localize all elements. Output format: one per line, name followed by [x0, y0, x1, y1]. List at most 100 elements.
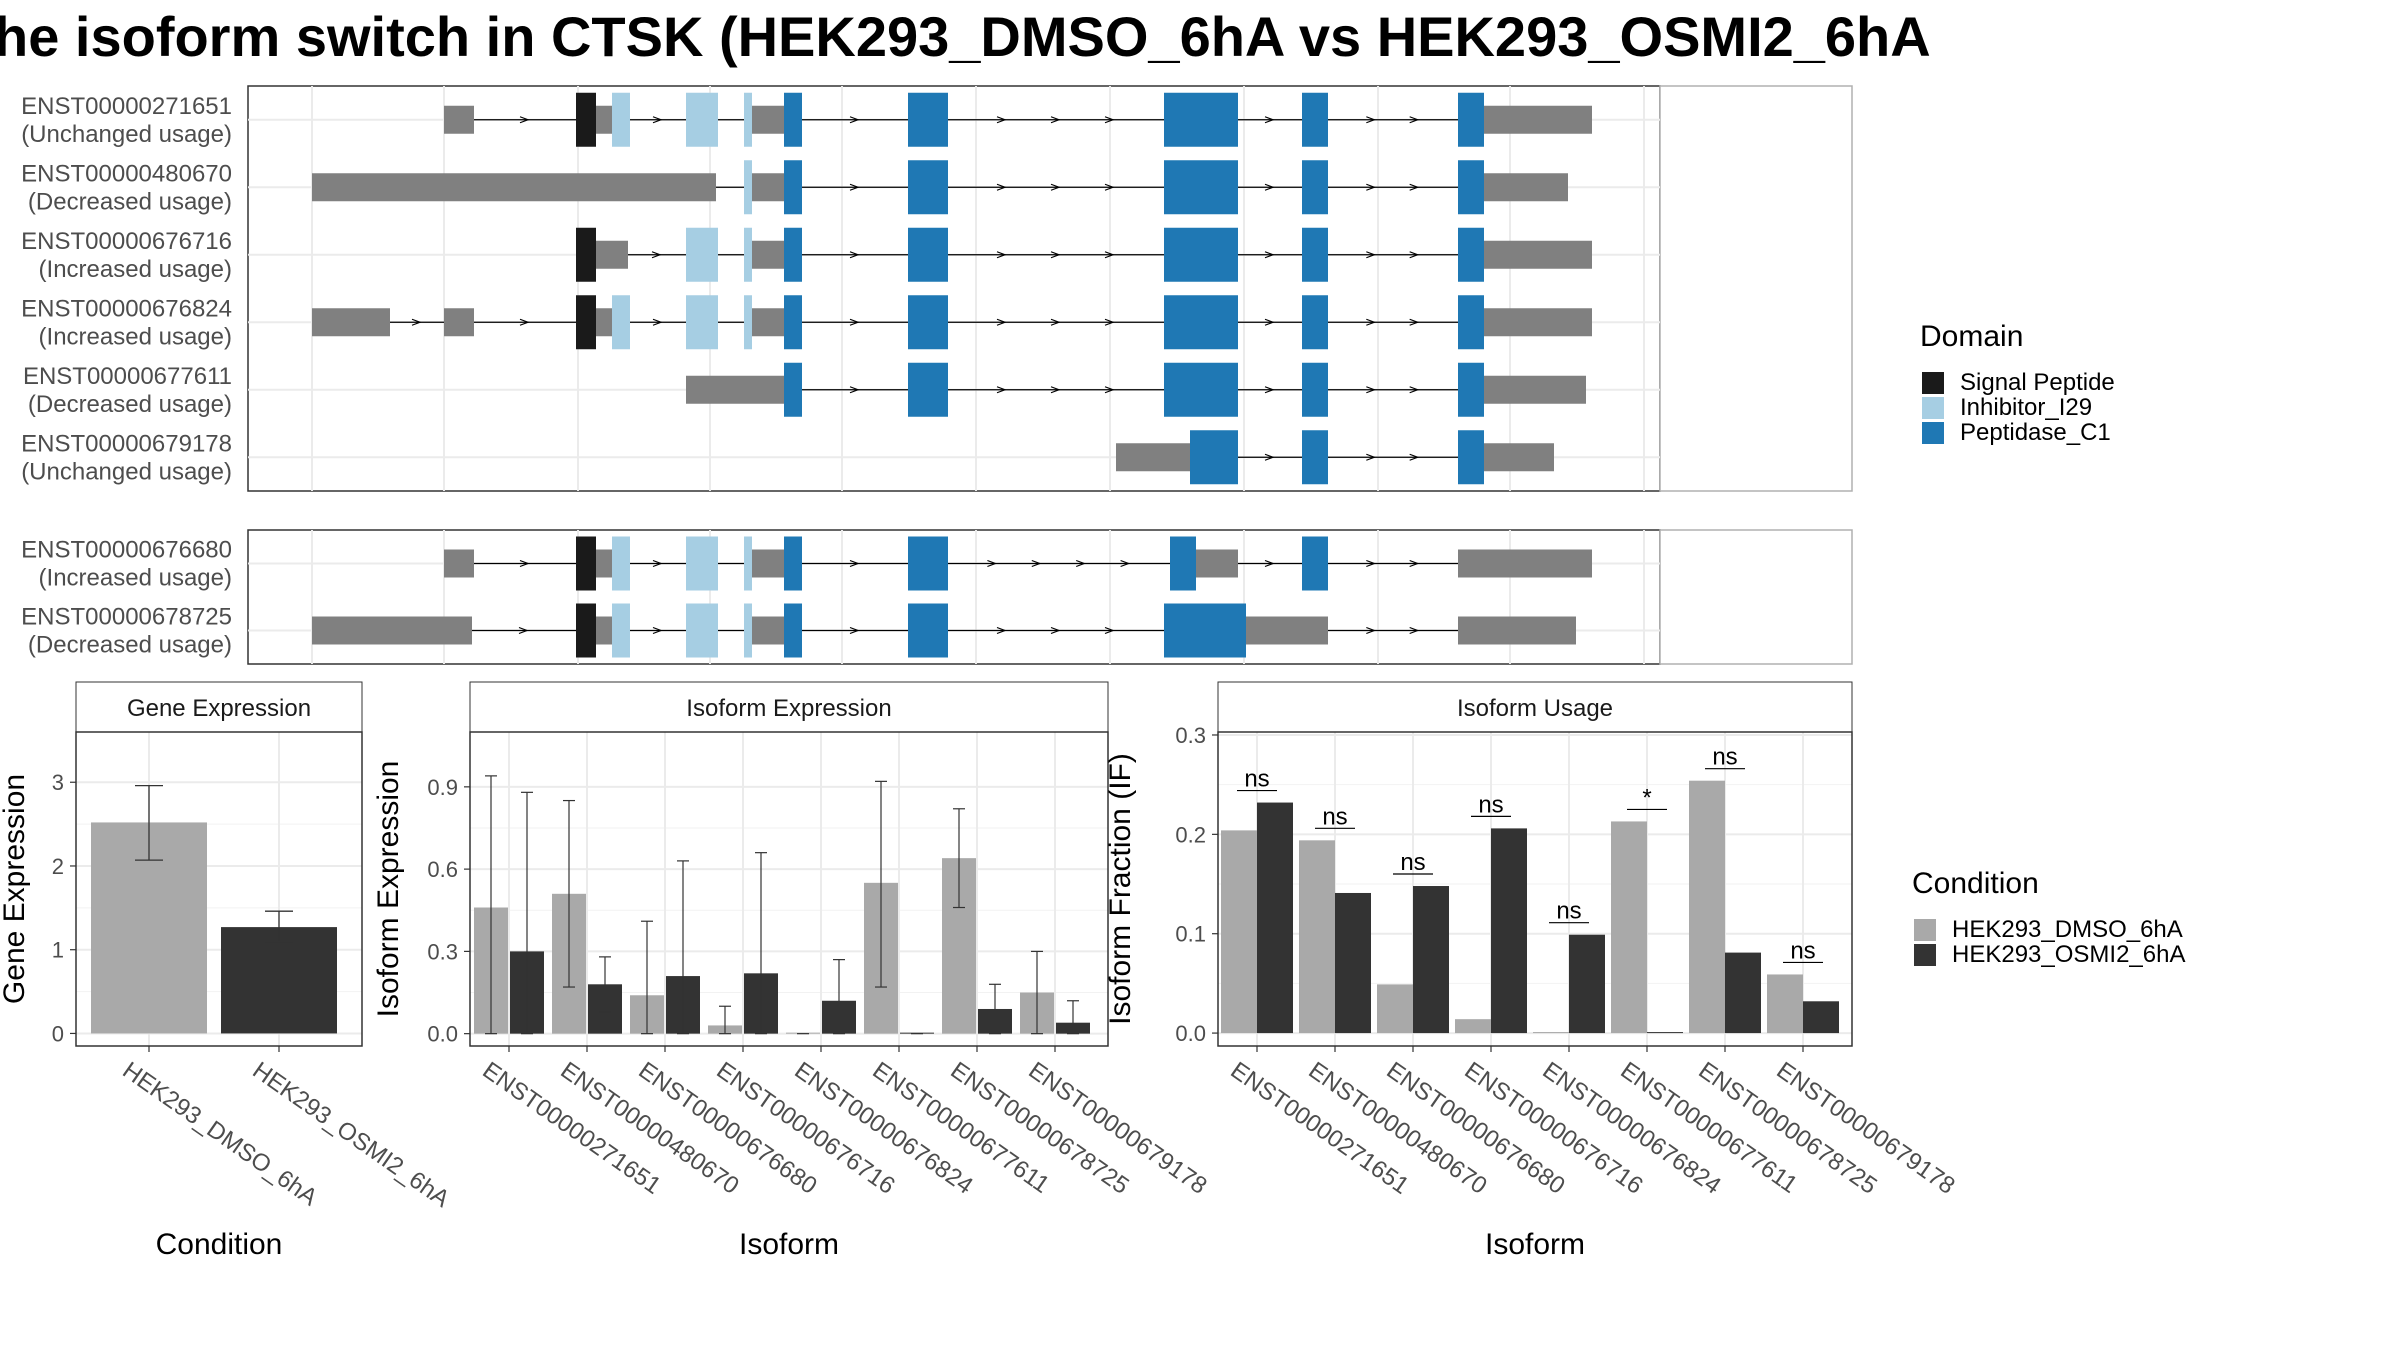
exon-utr [1484, 308, 1488, 337]
exon-utr [752, 173, 784, 202]
direction-arrow [996, 183, 1007, 191]
transcript-row: ENST00000677611(Decreased usage) [23, 362, 1660, 418]
domain-legend-swatch [1922, 422, 1944, 444]
transcript-id-label: ENST00000676680 [21, 537, 232, 564]
exon-utr [1484, 443, 1488, 472]
bar-series-0 [1611, 821, 1647, 1034]
direction-arrow [1366, 116, 1377, 124]
exon-utr [1488, 173, 1568, 202]
transcript-usage-label: (Decreased usage) [28, 632, 232, 659]
bar-series-1 [1257, 802, 1293, 1034]
transcript-usage-label: (Unchanged usage) [21, 121, 232, 148]
bar-series-0 [1689, 780, 1725, 1034]
exon-domain-pep [1302, 160, 1328, 215]
plot-frame [1217, 731, 1853, 1047]
y-axis-title: Isoform Expression [372, 761, 405, 1018]
transcript-usage-label: (Increased usage) [39, 323, 232, 350]
exon-domain-pep [784, 295, 802, 350]
domain-legend-swatch [1922, 397, 1944, 419]
exon-domain-pep [784, 227, 802, 282]
exon-domain-inh [686, 295, 718, 350]
exon-utr [1484, 105, 1488, 134]
exon-domain-pep [1164, 295, 1238, 350]
exon-domain-inh [612, 536, 630, 591]
direction-arrow [652, 318, 663, 326]
bar-series-1 [1803, 1001, 1839, 1034]
exon-utr [1116, 443, 1190, 472]
bar-series-0 [1455, 1019, 1491, 1034]
direction-arrow [1050, 116, 1061, 124]
coding-structure-panel: ENST00000271651(Unchanged usage)ENST0000… [21, 85, 1853, 492]
direction-arrow [1409, 251, 1420, 259]
legends: Domain Signal PeptideInhibitor_I29Peptida… [1912, 320, 2185, 968]
exon-domain-inh [744, 160, 752, 215]
direction-arrow [849, 386, 860, 394]
panel-strip-label: Gene Expression [127, 695, 311, 722]
direction-arrow [1264, 559, 1275, 568]
bar-series-1 [1413, 886, 1449, 1034]
exon-utr [596, 549, 612, 578]
bar-series-0 [1533, 1032, 1569, 1034]
y-tick-label: 0 [52, 1021, 64, 1046]
exon-domain-pep [1170, 536, 1196, 591]
condition-legend-label: HEK293_OSMI2_6hA [1952, 941, 2185, 968]
exon-domain-pep [1458, 295, 1484, 350]
bar-panel-0: Gene Expression0123HEK293_DMSO_6hAHEK293… [0, 681, 454, 1261]
direction-arrow [1104, 183, 1115, 191]
significance-label: ns [1790, 937, 1815, 964]
plot-frame [469, 731, 1109, 1047]
exon-domain-pep [784, 160, 802, 215]
exon-domain-pep [784, 362, 802, 417]
direction-arrow [1409, 386, 1420, 394]
exon-domain-pep [908, 536, 948, 591]
transcript-id-label: ENST00000679178 [21, 430, 232, 457]
direction-arrow [1050, 386, 1061, 394]
exon-utr [444, 105, 474, 134]
exon-utr [1458, 616, 1576, 645]
bar-series-1 [1491, 828, 1527, 1034]
transcript-id-label: ENST00000480670 [21, 160, 232, 187]
exon-utr [444, 549, 474, 578]
direction-arrow [1120, 559, 1131, 568]
transcript-row: ENST00000679178(Unchanged usage) [21, 430, 1660, 485]
exon-domain-inh [612, 295, 630, 350]
bar-series-0 [1767, 974, 1803, 1034]
direction-arrow [1104, 116, 1115, 124]
significance-label: * [1642, 784, 1651, 811]
exon-utr [686, 375, 760, 404]
exon-utr [1458, 549, 1592, 578]
domain-legend-label: Signal Peptide [1960, 369, 2115, 396]
exon-utr [596, 616, 612, 645]
significance-label: ns [1478, 791, 1503, 818]
direction-arrow [849, 318, 860, 326]
facet-strip [1659, 85, 1853, 492]
exon-domain-sp [576, 603, 596, 658]
exon-utr [444, 308, 474, 337]
direction-arrow [849, 251, 860, 259]
exon-domain-pep [784, 536, 802, 591]
facet-strip [469, 681, 1109, 733]
exon-domain-inh [686, 603, 718, 658]
transcript-id-label: ENST00000678725 [21, 604, 232, 631]
exon-domain-pep [1302, 362, 1328, 417]
x-axis-title: Isoform [1485, 1228, 1585, 1261]
exon-domain-pep [908, 603, 948, 658]
transcript-usage-label: (Unchanged usage) [21, 458, 232, 485]
exon-utr [1488, 443, 1554, 472]
y-tick-label: 0.3 [1175, 723, 1206, 748]
exon-domain-sp [576, 536, 596, 591]
transcript-usage-label: (Increased usage) [39, 565, 232, 592]
direction-arrow [1409, 453, 1420, 461]
exon-domain-pep [908, 295, 948, 350]
transcript-id-label: ENST00000271651 [21, 93, 232, 120]
direction-arrow [1104, 251, 1115, 259]
exon-utr [752, 308, 784, 337]
direction-arrow [1031, 559, 1042, 568]
exon-utr [1488, 375, 1586, 404]
exon-domain-inh [744, 603, 752, 658]
direction-arrow [1366, 318, 1377, 326]
y-tick-label: 1 [52, 938, 64, 963]
condition-legend-label: HEK293_DMSO_6hA [1952, 916, 2183, 943]
bar-series-0 [1221, 830, 1257, 1034]
direction-arrow [987, 559, 998, 568]
